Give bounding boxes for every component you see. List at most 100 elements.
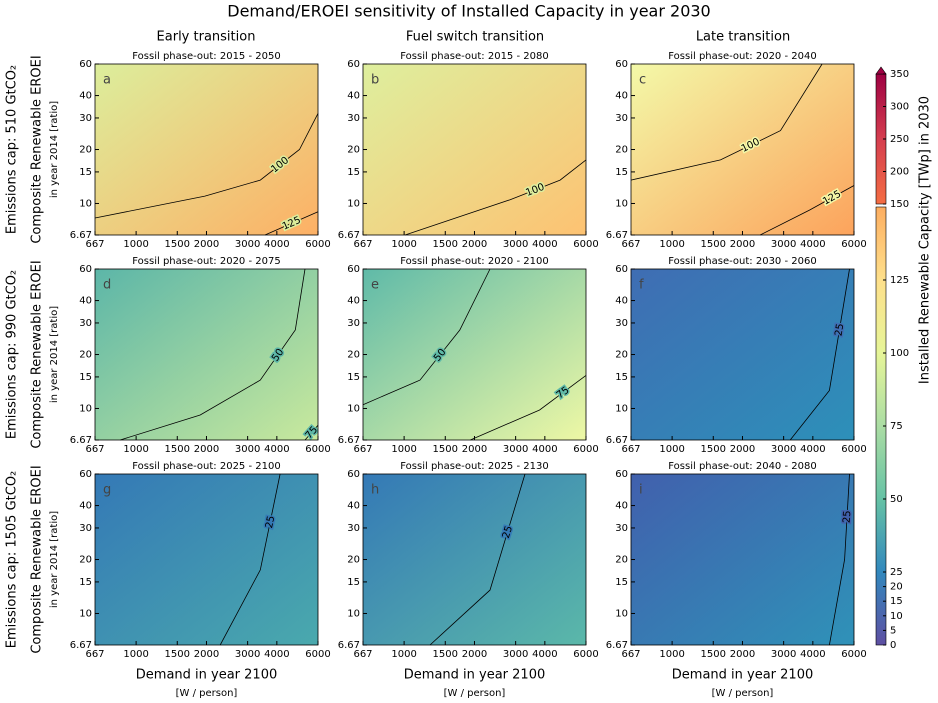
colorbar-tick-label: 20 — [890, 582, 903, 593]
y-tick-label: 60 — [615, 59, 628, 70]
x-tick-label: 3000 — [771, 444, 796, 455]
y-tick-label: 60 — [79, 59, 92, 70]
y-tick-label: 60 — [347, 469, 360, 480]
y-tick-label: 10 — [615, 198, 628, 209]
x-axis-sublabel: [W / person] — [444, 688, 506, 699]
y-tick-label: 15 — [615, 372, 628, 383]
y-tick-label: 40 — [615, 91, 628, 102]
x-tick-label: 6000 — [573, 239, 598, 250]
contour-label: 25 — [264, 515, 277, 530]
contour-line — [470, 375, 587, 441]
x-tick-label: 667 — [353, 444, 372, 455]
x-tick-label: 3000 — [771, 649, 796, 660]
x-tick-label: 1000 — [123, 444, 148, 455]
contour-fill — [363, 64, 586, 235]
contour-line — [404, 159, 587, 236]
panel-letter: i — [639, 483, 643, 498]
y-tick-label: 10 — [79, 403, 92, 414]
contour-fill — [631, 474, 854, 645]
y-tick-label: 6.67 — [606, 640, 628, 651]
x-tick-label: 1000 — [391, 239, 416, 250]
x-tick-label: 1000 — [391, 444, 416, 455]
plot-frame — [94, 268, 319, 441]
y-tick-label: 15 — [79, 167, 92, 178]
colorbar-extend — [875, 66, 887, 75]
column-title: Fuel switch transition — [406, 30, 544, 45]
x-tick-label: 2000 — [462, 444, 487, 455]
x-tick-label: 1500 — [165, 444, 190, 455]
y-axis-label: Composite Renewable EROEI — [30, 465, 45, 653]
x-tick-label: 2000 — [462, 649, 487, 660]
x-tick-label: 1000 — [659, 649, 684, 660]
x-tick-label: 3000 — [235, 239, 260, 250]
contour-line — [120, 268, 306, 441]
x-tick-label: 4000 — [800, 444, 825, 455]
x-tick-label: 667 — [621, 444, 640, 455]
y-tick-label: 15 — [347, 167, 360, 178]
contour-line — [759, 185, 855, 236]
x-tick-label: 667 — [353, 239, 372, 250]
x-tick-label: 4000 — [264, 649, 289, 660]
x-tick-label: 1500 — [165, 649, 190, 660]
y-tick-label: 6.67 — [338, 435, 360, 446]
x-tick-label: 3000 — [235, 649, 260, 660]
y-tick-label: 30 — [347, 113, 360, 124]
x-tick-label: 667 — [353, 649, 372, 660]
y-tick-label: 10 — [615, 403, 628, 414]
x-tick-label: 4000 — [800, 239, 825, 250]
colorbar-tick-label: 15 — [890, 596, 903, 607]
x-tick-label: 1500 — [701, 444, 726, 455]
y-tick-label: 30 — [79, 113, 92, 124]
x-tick-label: 1500 — [433, 649, 458, 660]
x-tick-label: 4000 — [532, 649, 557, 660]
panel-letter: b — [371, 73, 379, 88]
colorbar-tick-label: 350 — [890, 69, 909, 80]
x-tick-label: 1500 — [701, 239, 726, 250]
x-tick-label: 6000 — [841, 239, 866, 250]
y-tick-label: 30 — [79, 523, 92, 534]
panel-title: Fossil phase-out: 2015 - 2050 — [132, 51, 280, 62]
x-tick-label: 667 — [621, 649, 640, 660]
plot-frame — [362, 473, 587, 646]
y-tick-label: 60 — [347, 59, 360, 70]
panel-title: Fossil phase-out: 2030 - 2060 — [668, 256, 816, 267]
plot-frame — [362, 63, 587, 236]
panel-letter: a — [103, 73, 111, 88]
contour-fill — [631, 269, 854, 440]
y-tick-label: 60 — [79, 264, 92, 275]
x-tick-label: 3000 — [771, 239, 796, 250]
y-tick-label: 20 — [79, 555, 92, 566]
x-tick-label: 667 — [621, 239, 640, 250]
y-tick-label: 10 — [615, 608, 628, 619]
colorbar-tick-label: 200 — [890, 167, 909, 178]
x-tick-label: 3000 — [235, 444, 260, 455]
x-tick-label: 3000 — [503, 239, 528, 250]
colorbar-tick-label: 250 — [890, 134, 909, 145]
x-tick-label: 2000 — [730, 649, 755, 660]
x-tick-label: 4000 — [532, 444, 557, 455]
x-tick-label: 1000 — [391, 649, 416, 660]
x-tick-label: 6000 — [841, 444, 866, 455]
y-tick-label: 6.67 — [606, 230, 628, 241]
x-tick-label: 1000 — [123, 649, 148, 660]
y-tick-label: 10 — [79, 198, 92, 209]
x-tick-label: 1500 — [165, 239, 190, 250]
x-tick-label: 1000 — [659, 444, 684, 455]
x-tick-label: 2000 — [194, 239, 219, 250]
y-tick-label: 10 — [347, 403, 360, 414]
colorbar-tick-label: 10 — [890, 611, 903, 622]
x-tick-label: 6000 — [841, 649, 866, 660]
contour-fill — [95, 474, 318, 645]
colorbar-tick-label: 300 — [890, 102, 909, 113]
y-tick-label: 20 — [615, 145, 628, 156]
contour-line — [94, 113, 319, 219]
x-tick-label: 3000 — [503, 649, 528, 660]
y-tick-label: 15 — [347, 577, 360, 588]
y-tick-label: 40 — [79, 296, 92, 307]
y-tick-label: 20 — [347, 350, 360, 361]
x-tick-label: 6000 — [305, 239, 330, 250]
row-label: Emissions cap: 510 GtCO₂ — [5, 65, 20, 234]
colorbar-tick-label: 75 — [890, 421, 903, 432]
colorbar-tick-label: 50 — [890, 494, 903, 505]
